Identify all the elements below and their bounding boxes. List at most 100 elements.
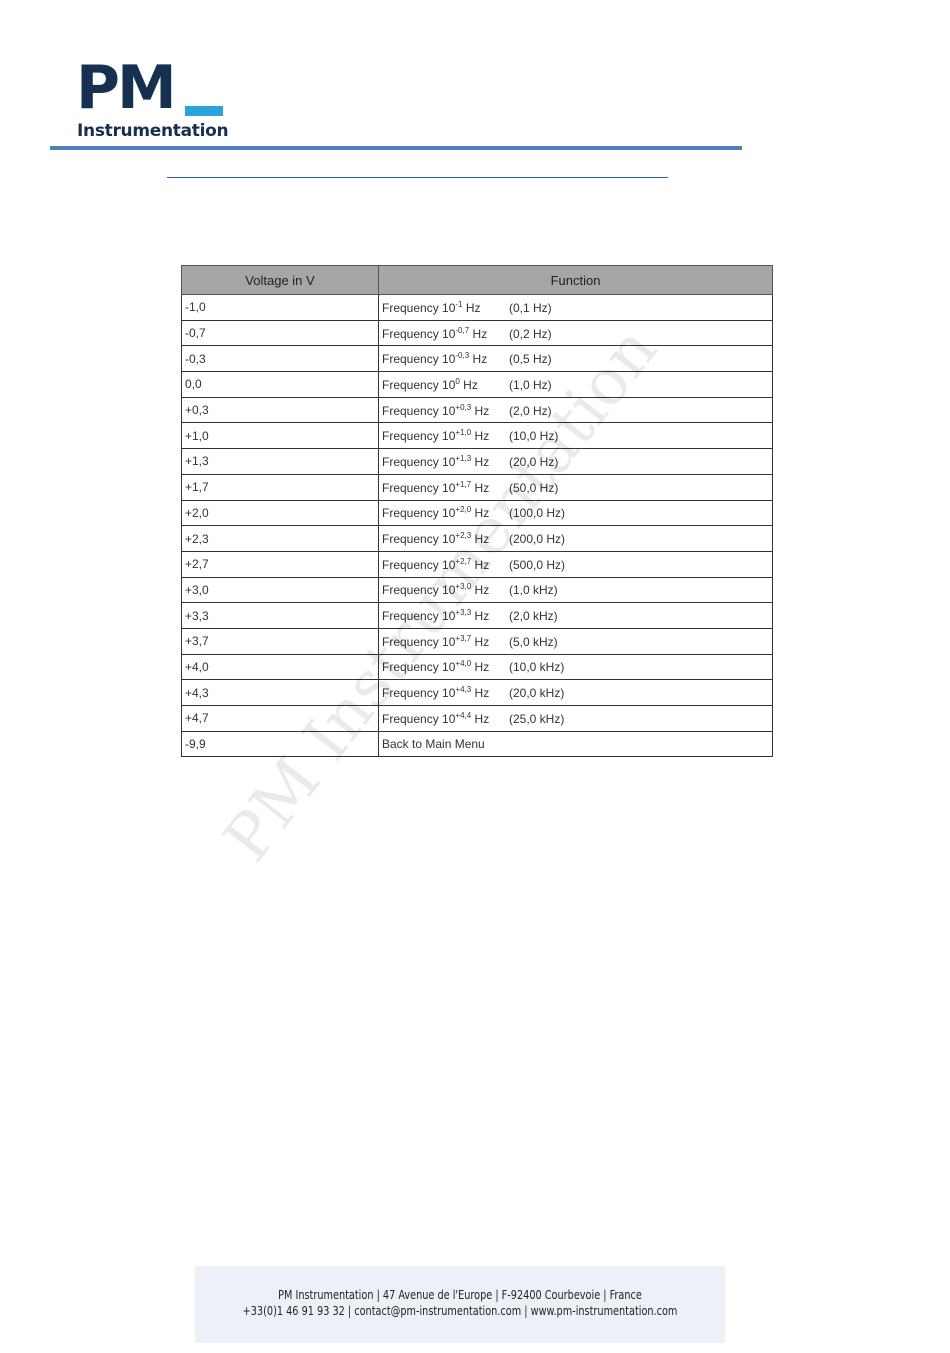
table-row: -9,9 Back to Main Menu bbox=[181, 730, 773, 758]
frequency-unit: Hz bbox=[471, 506, 490, 521]
voltage-cell: +2,7 bbox=[181, 550, 379, 578]
frequency-unit: Hz bbox=[462, 300, 481, 315]
frequency-expression: Frequency 100 Hz bbox=[382, 377, 509, 392]
frequency-expression: Frequency 10+1,7 Hz bbox=[382, 480, 509, 495]
logo-accent-bar bbox=[185, 106, 223, 116]
function-cell: Frequency 10+1,0 Hz (10,0 Hz) bbox=[378, 422, 773, 450]
header-function: Function bbox=[378, 265, 773, 295]
frequency-prefix: Frequency 10 bbox=[382, 634, 456, 649]
logo-subtitle: Instrumentation bbox=[77, 121, 229, 141]
frequency-expression: Frequency 10+0,3 Hz bbox=[382, 403, 509, 418]
table-row: +1,7 Frequency 10+1,7 Hz (50,0 Hz) bbox=[181, 473, 773, 501]
frequency-expression: Frequency 10+3,0 Hz bbox=[382, 582, 509, 597]
frequency-expression: Frequency 10+4,0 Hz bbox=[382, 659, 509, 674]
table-row: +4,0 Frequency 10+4,0 Hz (10,0 kHz) bbox=[181, 653, 773, 681]
section-rule bbox=[167, 177, 668, 178]
frequency-expression: Frequency 10+2,0 Hz bbox=[382, 505, 509, 520]
frequency-prefix: Frequency 10 bbox=[382, 506, 456, 521]
frequency-value: (20,0 kHz) bbox=[509, 686, 565, 701]
frequency-prefix: Frequency 10 bbox=[382, 352, 456, 367]
frequency-prefix: Frequency 10 bbox=[382, 326, 456, 341]
frequency-expression: Frequency 10-1 Hz bbox=[382, 300, 509, 315]
frequency-prefix: Frequency 10 bbox=[382, 609, 456, 624]
frequency-exponent: -0,3 bbox=[455, 351, 470, 361]
frequency-expression: Frequency 10+2,3 Hz bbox=[382, 531, 509, 546]
frequency-expression: Frequency 10+3,7 Hz bbox=[382, 634, 509, 649]
frequency-value: (500,0 Hz) bbox=[509, 557, 566, 572]
frequency-value: (0,2 Hz) bbox=[509, 326, 552, 341]
voltage-cell: +4,3 bbox=[181, 679, 379, 706]
frequency-prefix: Frequency 10 bbox=[382, 583, 456, 598]
frequency-unit: Hz bbox=[471, 557, 490, 572]
frequency-unit: Hz bbox=[471, 711, 490, 726]
table-row: +1,3 Frequency 10+1,3 Hz (20,0 Hz) bbox=[181, 448, 773, 475]
footer-contact: +33(0)1 46 91 93 32 | contact@pm-instrum… bbox=[242, 1304, 678, 1318]
frequency-unit: Hz bbox=[469, 326, 488, 341]
frequency-exponent: +2,3 bbox=[455, 531, 472, 541]
function-cell: Frequency 10+4,4 Hz (25,0 kHz) bbox=[378, 705, 773, 732]
frequency-prefix: Frequency 10 bbox=[382, 454, 456, 469]
table-row: 0,0 Frequency 100 Hz (1,0 Hz) bbox=[181, 371, 773, 398]
frequency-value: (20,0 Hz) bbox=[509, 454, 559, 469]
frequency-prefix: Frequency 10 bbox=[382, 403, 456, 418]
frequency-value: (0,1 Hz) bbox=[509, 300, 552, 315]
frequency-prefix: Frequency 10 bbox=[382, 557, 456, 572]
voltage-cell: -0,3 bbox=[181, 345, 379, 373]
table-row: +4,7 Frequency 10+4,4 Hz (25,0 kHz) bbox=[181, 705, 773, 732]
frequency-exponent: +4,4 bbox=[455, 710, 472, 720]
function-cell: Frequency 10+3,3 Hz (2,0 kHz) bbox=[378, 602, 773, 629]
frequency-exponent: +0,3 bbox=[455, 402, 472, 412]
voltage-cell: +0,3 bbox=[181, 396, 379, 424]
table-header-row: Voltage in V Function bbox=[181, 265, 773, 295]
table-row: +3,0 Frequency 10+3,0 Hz (1,0 kHz) bbox=[181, 576, 773, 604]
frequency-exponent: +3,3 bbox=[455, 608, 472, 618]
frequency-prefix: Frequency 10 bbox=[382, 377, 456, 392]
frequency-unit: Hz bbox=[471, 480, 490, 495]
frequency-exponent: +3,0 bbox=[455, 582, 472, 592]
frequency-exponent: +2,0 bbox=[455, 505, 472, 515]
voltage-cell: +2,3 bbox=[181, 525, 379, 552]
frequency-prefix: Frequency 10 bbox=[382, 480, 456, 495]
voltage-cell: 0,0 bbox=[181, 371, 379, 398]
frequency-exponent: 0 bbox=[455, 376, 460, 386]
frequency-unit: Hz bbox=[471, 583, 490, 598]
function-cell: Frequency 10+1,3 Hz (20,0 Hz) bbox=[378, 448, 773, 475]
frequency-value: (200,0 Hz) bbox=[509, 532, 566, 547]
frequency-prefix: Frequency 10 bbox=[382, 532, 456, 547]
header-rule bbox=[50, 146, 742, 150]
frequency-expression: Frequency 10+1,0 Hz bbox=[382, 428, 509, 443]
frequency-value: (1,0 Hz) bbox=[509, 377, 552, 392]
frequency-value: (100,0 Hz) bbox=[509, 506, 566, 521]
table-row: +3,7 Frequency 10+3,7 Hz (5,0 kHz) bbox=[181, 627, 773, 655]
table-row: -0,7 Frequency 10-0,7 Hz (0,2 Hz) bbox=[181, 319, 773, 347]
frequency-expression: Frequency 10+3,3 Hz bbox=[382, 608, 509, 623]
frequency-exponent: -0,7 bbox=[455, 325, 470, 335]
frequency-value: (10,0 kHz) bbox=[509, 660, 565, 675]
footer-address: PM Instrumentation | 47 Avenue de l'Euro… bbox=[278, 1288, 642, 1302]
frequency-value: (1,0 kHz) bbox=[509, 583, 558, 598]
frequency-exponent: +1,7 bbox=[455, 479, 472, 489]
table-row: +2,7 Frequency 10+2,7 Hz (500,0 Hz) bbox=[181, 550, 773, 578]
table-row: +1,0 Frequency 10+1,0 Hz (10,0 Hz) bbox=[181, 422, 773, 450]
header-voltage: Voltage in V bbox=[181, 265, 379, 295]
function-cell: Frequency 10+2,0 Hz (100,0 Hz) bbox=[378, 499, 773, 527]
function-cell: Frequency 10+3,0 Hz (1,0 kHz) bbox=[378, 576, 773, 604]
frequency-value: (0,5 Hz) bbox=[509, 352, 552, 367]
frequency-exponent: +1,0 bbox=[455, 428, 472, 438]
function-cell: Frequency 10+0,3 Hz (2,0 Hz) bbox=[378, 396, 773, 424]
frequency-unit: Hz bbox=[471, 686, 490, 701]
voltage-cell: +3,7 bbox=[181, 627, 379, 655]
function-cell: Frequency 100 Hz (1,0 Hz) bbox=[378, 371, 773, 398]
frequency-value: (50,0 Hz) bbox=[509, 480, 559, 495]
function-cell: Frequency 10+2,3 Hz (200,0 Hz) bbox=[378, 525, 773, 552]
frequency-prefix: Frequency 10 bbox=[382, 711, 456, 726]
logo-mark: PM bbox=[76, 53, 177, 123]
frequency-exponent: +3,7 bbox=[455, 633, 472, 643]
frequency-unit: Hz bbox=[471, 609, 490, 624]
frequency-unit: Hz bbox=[471, 634, 490, 649]
function-cell: Frequency 10-1 Hz (0,1 Hz) bbox=[378, 294, 773, 321]
frequency-expression: Frequency 10+4,3 Hz bbox=[382, 685, 509, 700]
function-cell: Frequency 10+2,7 Hz (500,0 Hz) bbox=[378, 550, 773, 578]
table-row: +4,3 Frequency 10+4,3 Hz (20,0 kHz) bbox=[181, 679, 773, 706]
